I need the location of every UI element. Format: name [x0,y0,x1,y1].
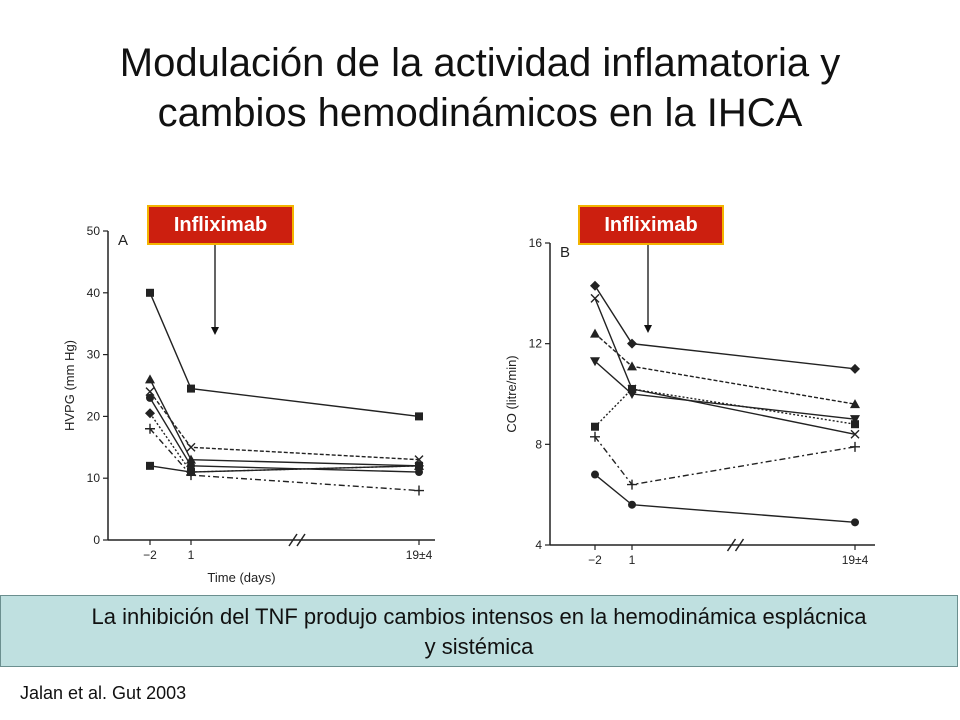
panel-label: B [560,244,570,261]
series-line [594,436,856,486]
data-point [145,423,155,434]
data-point [591,422,599,431]
axis-break [288,533,306,547]
axis-break [726,538,745,552]
series-line [594,285,856,370]
y-tick-label: 10 [87,471,101,485]
data-point [187,468,195,477]
data-point [415,412,423,421]
data-point [627,479,637,490]
cardiac-output-chart: 4 8 12 16 −2 1 19±4 B CO (litre/min) [504,236,875,567]
data-point [590,431,600,442]
data-point [415,461,423,470]
series-line [594,473,856,524]
data-point [628,500,636,509]
infliximab-label-left: Infliximab [147,205,294,245]
data-point [187,384,195,393]
slide-title: Modulación de la actividad inflamatoria … [40,38,920,138]
infliximab-label-right: Infliximab [578,205,724,245]
data-point [590,328,600,338]
data-point [414,485,424,496]
data-point [415,468,423,477]
x-tick-label: 1 [629,553,636,567]
data-point [590,293,600,303]
title-line-1: Modulación de la actividad inflamatoria … [119,41,841,85]
hvpg-chart: 0 10 20 30 40 50 −2 1 19±4 A HVPG (mm Hg) Time (day… [62,224,435,585]
x-axis-label: Time (days) [207,570,275,585]
data-point [146,288,154,297]
y-axis-label: HVPG (mm Hg) [62,340,77,431]
x-tick-label: 1 [188,548,195,562]
y-tick-label: 0 [93,533,100,547]
y-axis-label: CO (litre/min) [504,355,519,432]
x-tick-label: −2 [588,553,602,567]
x-tick-label: 19±4 [842,553,869,567]
y-tick-label: 50 [87,224,101,238]
citation: Jalan et al. Gut 2003 [20,683,187,703]
data-point [627,361,637,371]
y-tick-label: 16 [529,236,543,250]
data-point [145,374,155,384]
data-point [145,387,155,397]
data-point [851,420,859,429]
data-point [591,470,599,479]
data-point [627,338,637,349]
data-point [145,408,155,419]
data-point [186,442,196,452]
data-point [850,399,860,409]
data-point [146,461,154,470]
banner-line-2: y sistémica [424,634,534,659]
x-tick-label: −2 [143,548,157,562]
data-point [850,415,860,425]
data-point [628,384,636,393]
y-tick-label: 20 [87,409,101,423]
arrow-head [211,327,219,335]
y-tick-label: 30 [87,348,101,362]
data-point [146,393,154,402]
data-point [850,429,860,439]
data-point [187,461,195,470]
data-point [850,441,860,452]
conclusion-banner: La inhibición del TNF produjo cambios in… [0,595,958,667]
arrow-head [644,325,652,333]
data-point [590,357,600,367]
series-line [149,391,420,461]
banner-line-1: La inhibición del TNF produjo cambios in… [91,604,867,629]
x-tick-label: 19±4 [406,548,433,562]
title-line-2: cambios hemodinámicos en la IHCA [157,91,803,135]
y-tick-label: 4 [535,538,542,552]
panel-label: A [118,232,128,249]
data-point [590,280,600,291]
y-tick-label: 8 [535,437,542,451]
data-point [851,518,859,527]
y-tick-label: 12 [529,337,543,351]
y-tick-label: 40 [87,286,101,300]
data-point [850,363,860,374]
series-line [149,292,420,418]
